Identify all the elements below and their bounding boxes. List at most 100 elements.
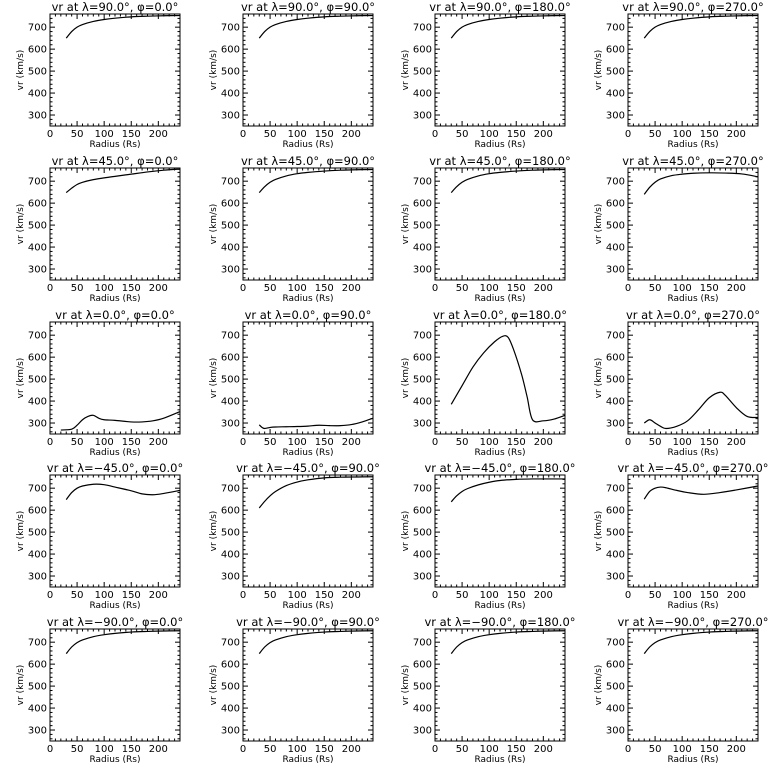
panel-1-y-tick-label: 400 (28, 89, 47, 100)
panel-12-x-tick-label: 100 (673, 437, 692, 448)
panel-18-title: vr at λ=−90.0°, φ=90.0° (236, 615, 380, 629)
panel-6-series-line (258, 168, 374, 194)
panel-9-series-line (60, 411, 181, 431)
panel-9-x-tick-label: 50 (71, 437, 84, 448)
panel-1-y-tick-label: 300 (28, 111, 47, 122)
panel-18-x-tick-label: 150 (315, 744, 334, 755)
panel-11-y-tick-label: 600 (413, 353, 432, 364)
panel-14-x-axis-label: Radius (Rs) (282, 601, 333, 611)
panel-18-y-tick-label: 300 (221, 726, 240, 737)
panel-18-y-tick-label: 700 (221, 638, 240, 649)
panel-15-y-tick-label: 600 (413, 506, 432, 517)
panel-1-plot-frame (49, 13, 181, 127)
panel-14-y-tick-label: 600 (221, 506, 240, 517)
panel-1-x-tick-label: 150 (122, 129, 141, 140)
panel-7-y-tick-label: 700 (413, 177, 432, 188)
panel-20-x-tick-label: 0 (625, 744, 631, 755)
panel-5-title: vr at λ=45.0°, φ=0.0° (52, 154, 179, 168)
panel-12-y-tick-label: 400 (606, 397, 625, 408)
panel-17-y-tick-label: 600 (28, 660, 47, 671)
panel-7-y-tick-label: 500 (413, 221, 432, 232)
panel-9-y-axis-label: vr (km/s) (16, 358, 26, 399)
panel-7-x-tick-label: 100 (480, 283, 499, 294)
panel-14-x-tick-label: 100 (288, 590, 307, 601)
panel-1-y-tick-label: 500 (28, 67, 47, 78)
panel-13-y-axis-label: vr (km/s) (16, 511, 26, 552)
panel-11-series-line (450, 335, 566, 423)
panel-5-y-tick-label: 700 (28, 177, 47, 188)
panel-8-y-axis-label: vr (km/s) (594, 204, 604, 245)
panel-8-y-tick-label: 700 (606, 177, 625, 188)
panel-6-y-tick-label: 700 (221, 177, 240, 188)
panel-11-y-tick-label: 700 (413, 331, 432, 342)
panel-6-title: vr at λ=45.0°, φ=90.0° (241, 154, 375, 168)
panel-11-x-axis-label: Radius (Rs) (474, 448, 525, 458)
panel-5-y-axis-label: vr (km/s) (16, 204, 26, 245)
panel-14: vr at λ=−45.0°, φ=90.0° 0 50 100 150 200 300 40… (209, 461, 380, 611)
panel-16-y-tick-label: 700 (606, 484, 625, 495)
panel-10-y-axis-label: vr (km/s) (209, 358, 219, 399)
panel-18-y-tick-label: 600 (221, 660, 240, 671)
panel-1-series-line (65, 14, 181, 39)
panel-5-x-tick-label: 200 (149, 283, 168, 294)
panel-18-x-tick-label: 100 (288, 744, 307, 755)
panel-16-y-tick-label: 500 (606, 528, 625, 539)
panel-2-x-tick-label: 0 (240, 129, 246, 140)
panel-6-x-tick-label: 200 (342, 283, 361, 294)
panel-17-x-tick-label: 0 (47, 744, 53, 755)
panel-12: vr at λ=0.0°, φ=270.0° 0 50 100 150 200 300 400… (594, 308, 760, 458)
panel-13-x-tick-label: 0 (47, 590, 53, 601)
panel-11: vr at λ=0.0°, φ=180.0° 0 50 100 150 200 300 400… (401, 308, 567, 458)
panel-8-x-tick-label: 150 (700, 283, 719, 294)
panel-15-x-tick-label: 0 (432, 590, 438, 601)
panel-17-series-line (65, 630, 181, 654)
panel-7-x-axis-label: Radius (Rs) (474, 294, 525, 304)
panel-7-series-line (450, 168, 566, 194)
panel-14-plot-frame (242, 474, 374, 588)
panel-13-series-line (65, 483, 181, 500)
panel-8-y-tick-label: 500 (606, 221, 625, 232)
panel-3-title: vr at λ=90.0°, φ=180.0° (429, 0, 570, 14)
panel-5-y-tick-label: 400 (28, 243, 47, 254)
panel-15-y-tick-label: 700 (413, 484, 432, 495)
panel-20-title: vr at λ=−90.0°, φ=270.0° (617, 615, 768, 629)
panel-16-x-tick-label: 50 (649, 590, 662, 601)
panel-9-y-tick-label: 600 (28, 353, 47, 364)
panel-18-plot-frame (242, 628, 374, 742)
panel-4-y-tick-label: 500 (606, 67, 625, 78)
panel-15-x-axis-label: Radius (Rs) (474, 601, 525, 611)
panel-8-x-axis-label: Radius (Rs) (667, 294, 718, 304)
panel-17-x-tick-label: 200 (149, 744, 168, 755)
panel-11-x-tick-label: 150 (507, 437, 526, 448)
panel-13-y-tick-label: 700 (28, 484, 47, 495)
panel-12-x-tick-label: 0 (625, 437, 631, 448)
panel-4-plot-frame (627, 13, 759, 127)
panel-10-plot-frame (242, 321, 374, 435)
panel-4: vr at λ=90.0°, φ=270.0° 0 50 100 150 200 300 40… (594, 0, 764, 150)
panel-7-x-tick-label: 200 (534, 283, 553, 294)
panel-15-y-tick-label: 500 (413, 528, 432, 539)
panel-17-y-tick-label: 300 (28, 726, 47, 737)
panel-5-x-tick-label: 150 (122, 283, 141, 294)
panel-6-x-tick-label: 150 (315, 283, 334, 294)
panel-10-x-tick-label: 100 (288, 437, 307, 448)
panel-20-y-tick-label: 700 (606, 638, 625, 649)
panel-17-x-tick-label: 100 (95, 744, 114, 755)
panel-17-x-tick-label: 50 (71, 744, 84, 755)
panel-13-y-tick-label: 600 (28, 506, 47, 517)
panel-18-y-tick-label: 500 (221, 682, 240, 693)
panel-20-y-tick-label: 400 (606, 704, 625, 715)
panel-16-y-tick-label: 600 (606, 506, 625, 517)
panel-19-y-tick-label: 600 (413, 660, 432, 671)
panel-6-y-tick-label: 400 (221, 243, 240, 254)
panel-12-series-line (643, 391, 759, 430)
panel-4-x-axis-label: Radius (Rs) (667, 140, 718, 150)
panel-14-x-tick-label: 0 (240, 590, 246, 601)
panel-5-x-tick-label: 50 (71, 283, 84, 294)
panel-1-y-axis-label: vr (km/s) (16, 50, 26, 91)
panel-10-series-line (258, 417, 374, 430)
panel-14-y-axis-label: vr (km/s) (209, 511, 219, 552)
panel-6-y-axis-label: vr (km/s) (209, 204, 219, 245)
panel-19-x-tick-label: 200 (534, 744, 553, 755)
panel-11-x-tick-label: 200 (534, 437, 553, 448)
